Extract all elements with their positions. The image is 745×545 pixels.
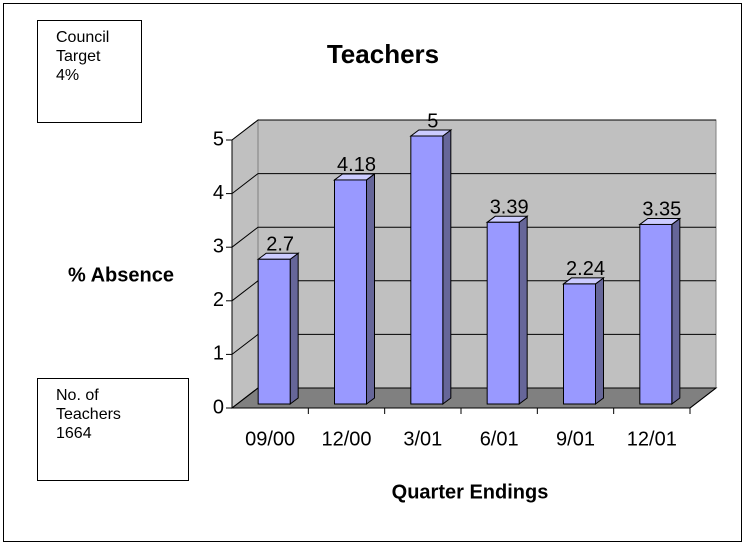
x-tick-label: 9/01 [556,428,595,450]
bar [410,135,444,405]
bar-side [671,217,681,405]
grid-line [231,119,716,141]
bar-side [289,252,299,405]
bar-side [595,276,604,405]
y-tick-label: 3 [213,235,224,257]
bar-side [366,172,375,405]
x-tick-label: 09/00 [245,428,295,450]
y-axis-label: % Absence [68,264,174,286]
x-tick-label: 12/01 [627,428,677,450]
data-label: 5 [427,110,438,132]
bar [486,221,520,405]
note-box [37,378,189,481]
bar [257,258,291,405]
floor-edge [689,387,717,409]
note: Council Target 4% [56,29,110,84]
note: No. of Teachers 1664 [56,387,121,442]
grid-line [231,226,716,248]
bar [639,223,673,405]
y-tick-label: 5 [213,128,224,150]
bar-side [518,215,528,405]
side-wall [231,118,259,410]
x-axis-label: Quarter Endings [392,481,549,503]
data-label: 2.7 [266,234,294,256]
x-tick-label: 3/01 [403,428,442,450]
data-label: 3.35 [642,199,681,221]
x-tick-label: 6/01 [480,428,519,450]
note-box [37,20,142,123]
y-tick-label: 2 [213,289,224,311]
bar-side [442,129,452,405]
chart-title: Teachers [327,39,439,69]
bar [563,283,596,405]
y-tick-label: 4 [213,182,224,204]
bar [334,179,367,405]
grid-line [231,173,716,194]
data-label: 4.18 [337,154,376,176]
x-tick-label: 12/00 [321,428,371,450]
y-tick-label: 0 [213,396,224,418]
data-label: 3.39 [490,197,529,219]
data-label: 2.24 [566,258,605,280]
y-tick-label: 1 [213,343,224,365]
